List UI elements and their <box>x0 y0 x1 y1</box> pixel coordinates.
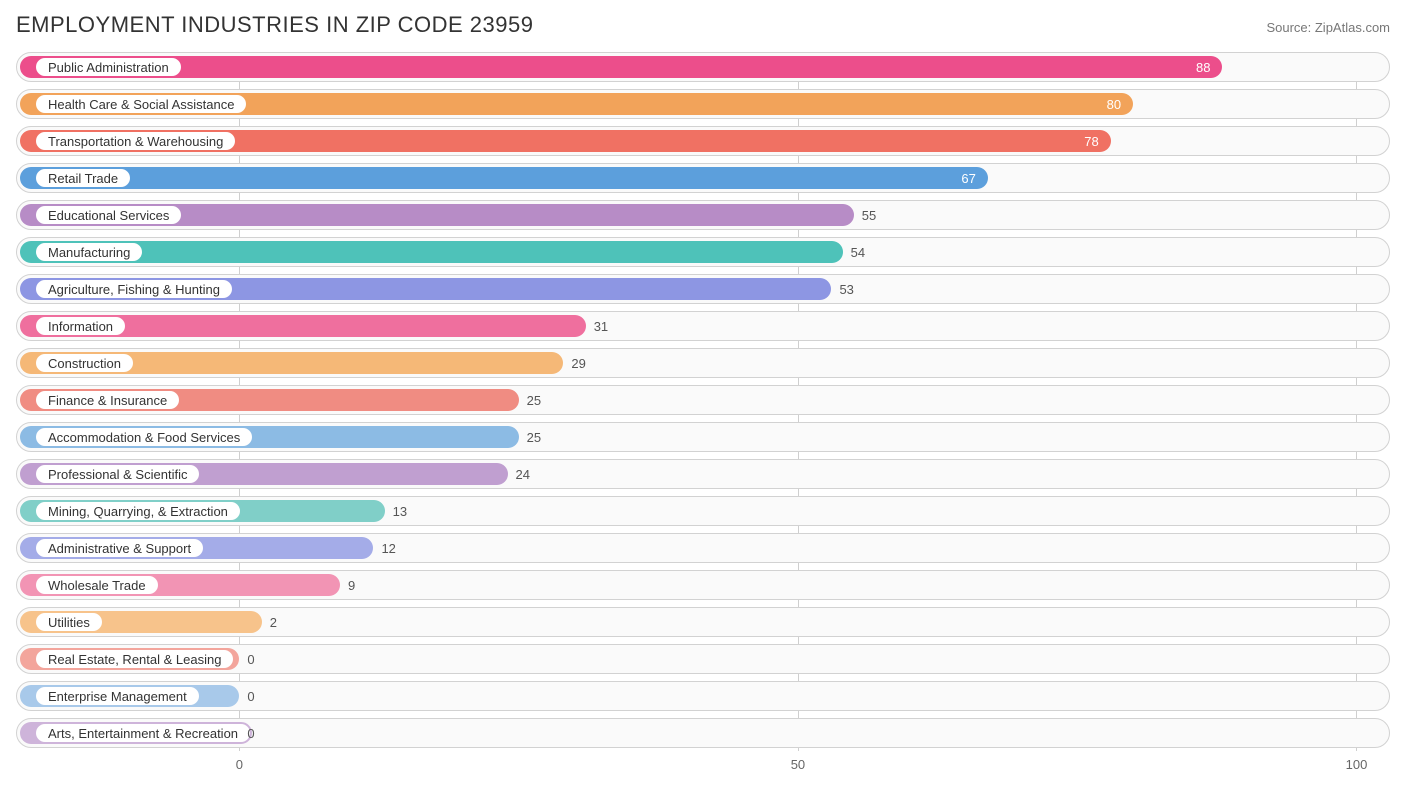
bar-value: 12 <box>381 533 395 563</box>
bar-row: Agriculture, Fishing & Hunting 53 <box>16 274 1390 304</box>
bar-value: 55 <box>862 200 876 230</box>
bar-value: 24 <box>516 459 530 489</box>
bar-value: 67 <box>961 163 975 193</box>
header: EMPLOYMENT INDUSTRIES IN ZIP CODE 23959 … <box>16 12 1390 38</box>
chart-area: Public Administration 88 Health Care & Soc… <box>16 52 1390 779</box>
axis-tick-label: 100 <box>1346 757 1368 772</box>
bar-value: 88 <box>1196 52 1210 82</box>
bar-row: Public Administration 88 <box>16 52 1390 82</box>
bar-row: Wholesale Trade 9 <box>16 570 1390 600</box>
category-label: Wholesale Trade <box>34 574 160 596</box>
axis-tick-label: 50 <box>791 757 805 772</box>
bar-value: 80 <box>1107 89 1121 119</box>
bar-fill <box>20 167 988 189</box>
bar-row: Utilities 2 <box>16 607 1390 637</box>
bar-value: 0 <box>247 718 254 748</box>
bar-row: Administrative & Support 12 <box>16 533 1390 563</box>
bar-value: 54 <box>851 237 865 267</box>
bar-value: 53 <box>839 274 853 304</box>
bar-value: 29 <box>571 348 585 378</box>
category-label: Educational Services <box>34 204 183 226</box>
category-label: Public Administration <box>34 56 183 78</box>
chart-title: EMPLOYMENT INDUSTRIES IN ZIP CODE 23959 <box>16 12 534 38</box>
bar-row: Professional & Scientific 24 <box>16 459 1390 489</box>
category-label: Mining, Quarrying, & Extraction <box>34 500 242 522</box>
category-label: Agriculture, Fishing & Hunting <box>34 278 234 300</box>
bar-row: Accommodation & Food Services 25 <box>16 422 1390 452</box>
bar-row: Arts, Entertainment & Recreation0 <box>16 718 1390 748</box>
category-label: Utilities <box>34 611 104 633</box>
bar-row: Construction 29 <box>16 348 1390 378</box>
category-label: Real Estate, Rental & Leasing <box>34 648 235 670</box>
bar-row: Health Care & Social Assistance 80 <box>16 89 1390 119</box>
bar-row: Finance & Insurance 25 <box>16 385 1390 415</box>
category-label: Administrative & Support <box>34 537 205 559</box>
category-label: Information <box>34 315 127 337</box>
category-label: Professional & Scientific <box>34 463 201 485</box>
bar-value: 25 <box>527 422 541 452</box>
category-label: Manufacturing <box>34 241 144 263</box>
x-axis: 0 50 100 <box>16 755 1390 779</box>
bar-value: 2 <box>270 607 277 637</box>
axis-tick-label: 0 <box>236 757 243 772</box>
bar-fill <box>20 56 1222 78</box>
bar-value: 9 <box>348 570 355 600</box>
bar-row: Enterprise Management 0 <box>16 681 1390 711</box>
bar-row: Mining, Quarrying, & Extraction 13 <box>16 496 1390 526</box>
category-label: Arts, Entertainment & Recreation <box>34 722 252 744</box>
bar-row: Information 31 <box>16 311 1390 341</box>
category-label: Accommodation & Food Services <box>34 426 254 448</box>
bar-value: 31 <box>594 311 608 341</box>
source-attribution: Source: ZipAtlas.com <box>1266 20 1390 35</box>
bar-value: 0 <box>247 681 254 711</box>
bar-row: Educational Services 55 <box>16 200 1390 230</box>
bar-value: 0 <box>247 644 254 674</box>
bar-row: Transportation & Warehousing 78 <box>16 126 1390 156</box>
category-label: Transportation & Warehousing <box>34 130 237 152</box>
category-label: Finance & Insurance <box>34 389 181 411</box>
category-label: Health Care & Social Assistance <box>34 93 248 115</box>
category-label: Retail Trade <box>34 167 132 189</box>
bar-row: Real Estate, Rental & Leasing 0 <box>16 644 1390 674</box>
bar-row: Manufacturing 54 <box>16 237 1390 267</box>
category-label: Construction <box>34 352 135 374</box>
bar-row: Retail Trade 67 <box>16 163 1390 193</box>
category-label: Enterprise Management <box>34 685 201 707</box>
bar-value: 25 <box>527 385 541 415</box>
bar-value: 13 <box>393 496 407 526</box>
bar-value: 78 <box>1084 126 1098 156</box>
